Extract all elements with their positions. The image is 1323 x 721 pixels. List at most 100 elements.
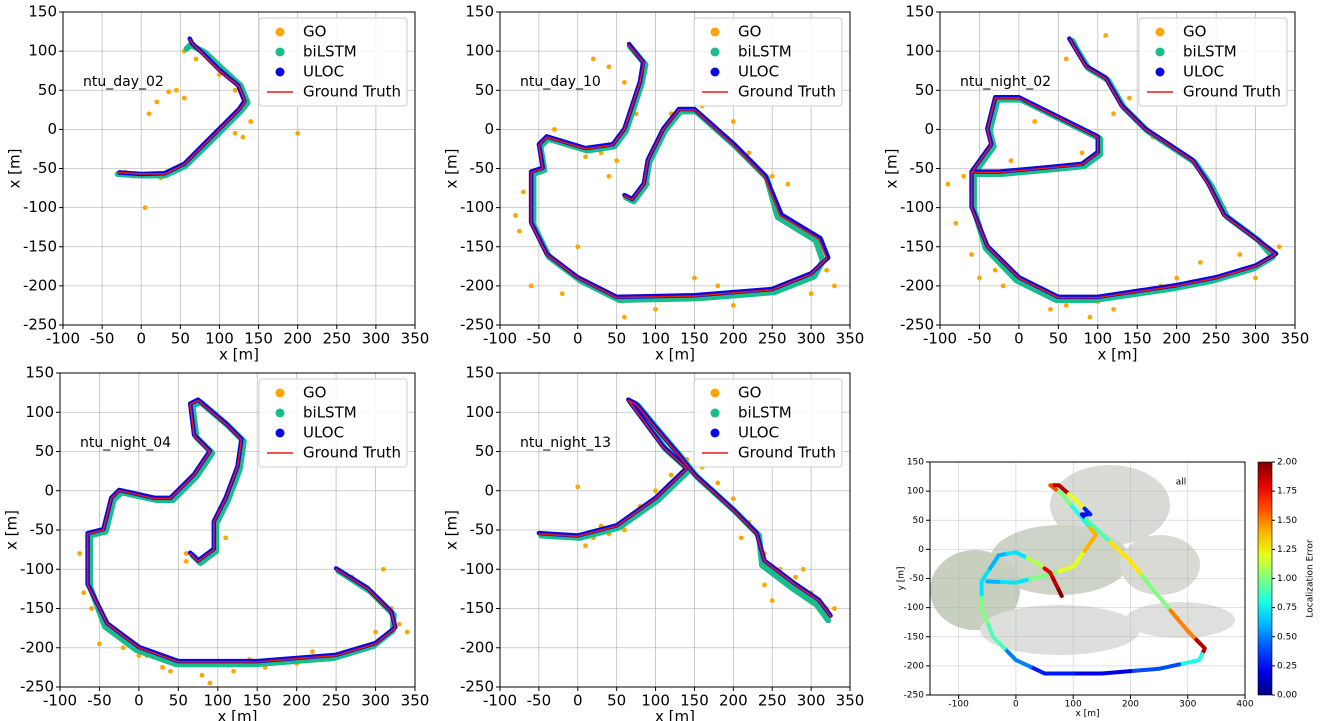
go-point (1198, 260, 1203, 265)
y-tick-label: -250 (900, 316, 934, 334)
y-tick-label: 50 (915, 81, 934, 99)
y-tick-label: -100 (460, 560, 494, 578)
go-point (513, 213, 518, 218)
x-tick-label: 0 (134, 692, 144, 710)
go-point (184, 551, 189, 556)
y-tick-label: 150 (465, 364, 494, 382)
legend-swatch (276, 68, 285, 77)
x-tick-label: 50 (607, 330, 626, 348)
go-point (591, 57, 596, 62)
legend-label: Ground Truth (1183, 83, 1281, 101)
go-point (517, 229, 522, 234)
legend-label: Ground Truth (303, 83, 401, 101)
go-point (669, 473, 674, 478)
go-point (653, 488, 658, 493)
y-axis-label: x [m] (443, 149, 461, 189)
go-point (310, 649, 315, 654)
annotation: ntu_night_02 (960, 74, 1051, 90)
go-point (622, 80, 627, 85)
x-axis-label: x [m] (1098, 345, 1138, 363)
go-point (793, 575, 798, 580)
go-point (575, 244, 580, 249)
y-tick-label: -200 (904, 661, 925, 671)
legend-label: Ground Truth (303, 444, 401, 462)
y-tick-label: 0 (44, 481, 54, 499)
x-axis-label: x [m] (218, 707, 258, 721)
y-tick-label: -50 (30, 521, 55, 539)
y-tick-label: 100 (907, 487, 924, 497)
go-point (1032, 119, 1037, 124)
go-point (1048, 307, 1053, 312)
go-point (801, 567, 806, 572)
legend-label: biLSTM (1183, 43, 1237, 61)
x-tick-label: 250 (322, 330, 351, 348)
y-tick-label: -150 (900, 237, 934, 255)
y-tick-label: 150 (28, 3, 57, 21)
go-point (1001, 283, 1006, 288)
legend-swatch (711, 409, 720, 418)
y-tick-label: -200 (23, 276, 57, 294)
y-tick-label: 50 (475, 81, 494, 99)
y-tick-label: -50 (33, 159, 58, 177)
colorbar-tick-label: 1.25 (1277, 545, 1297, 555)
legend-swatch (1156, 68, 1165, 77)
y-tick-label: -100 (20, 560, 54, 578)
legend-swatch (276, 409, 285, 418)
legend-label: ULOC (738, 424, 779, 442)
y-tick-label: -150 (904, 632, 925, 642)
y-tick-label: 50 (913, 516, 925, 526)
x-tick-label: 250 (322, 692, 351, 710)
legend-swatch (276, 389, 285, 398)
go-point (184, 559, 189, 564)
y-tick-label: -50 (909, 574, 924, 584)
y-tick-label: 150 (907, 458, 924, 468)
colorbar (1258, 462, 1272, 695)
y-tick-label: -100 (460, 198, 494, 216)
go-point (1253, 276, 1258, 281)
legend-swatch (711, 429, 720, 438)
go-point (1103, 33, 1108, 38)
go-point (1237, 252, 1242, 257)
y-tick-label: -50 (470, 159, 495, 177)
y-tick-label: 100 (905, 42, 934, 60)
x-tick-label: -50 (527, 330, 552, 348)
go-point (521, 190, 526, 195)
y-tick-label: 100 (465, 403, 494, 421)
annotation: ntu_day_02 (83, 74, 164, 90)
go-point (832, 283, 837, 288)
x-tick-label: 50 (171, 330, 190, 348)
x-tick-label: -50 (967, 330, 992, 348)
x-tick-label: 250 (758, 692, 787, 710)
legend-label: GO (303, 384, 326, 402)
x-tick-label: 300 (797, 330, 826, 348)
go-point (166, 89, 171, 94)
go-point (969, 252, 974, 257)
x-tick-label: 350 (836, 330, 865, 348)
trajectory-piece (1059, 590, 1062, 596)
y-tick-label: -250 (904, 691, 925, 701)
go-point (731, 303, 736, 308)
go-point (1111, 307, 1116, 312)
go-point (174, 88, 179, 93)
go-point (583, 154, 588, 159)
y-axis-label: x [m] (6, 149, 24, 189)
go-point (575, 484, 580, 489)
go-point (121, 645, 126, 650)
legend-swatch (711, 68, 720, 77)
y-tick-label: -100 (900, 198, 934, 216)
legend-swatch (276, 48, 285, 57)
y-tick-label: -250 (23, 316, 57, 334)
x-axis-label: x [m] (655, 345, 695, 363)
go-point (77, 551, 82, 556)
y-tick-label: 0 (918, 545, 924, 555)
x-tick-label: 300 (797, 692, 826, 710)
x-tick-label: 200 (719, 692, 748, 710)
go-point (373, 630, 378, 635)
y-tick-label: -200 (20, 638, 54, 656)
go-point (168, 669, 173, 674)
legend-label: GO (303, 23, 326, 41)
colorbar-tick-label: 0.00 (1277, 691, 1297, 701)
go-point (1064, 57, 1069, 62)
y-axis-label: x [m] (443, 510, 461, 550)
go-point (770, 598, 775, 603)
